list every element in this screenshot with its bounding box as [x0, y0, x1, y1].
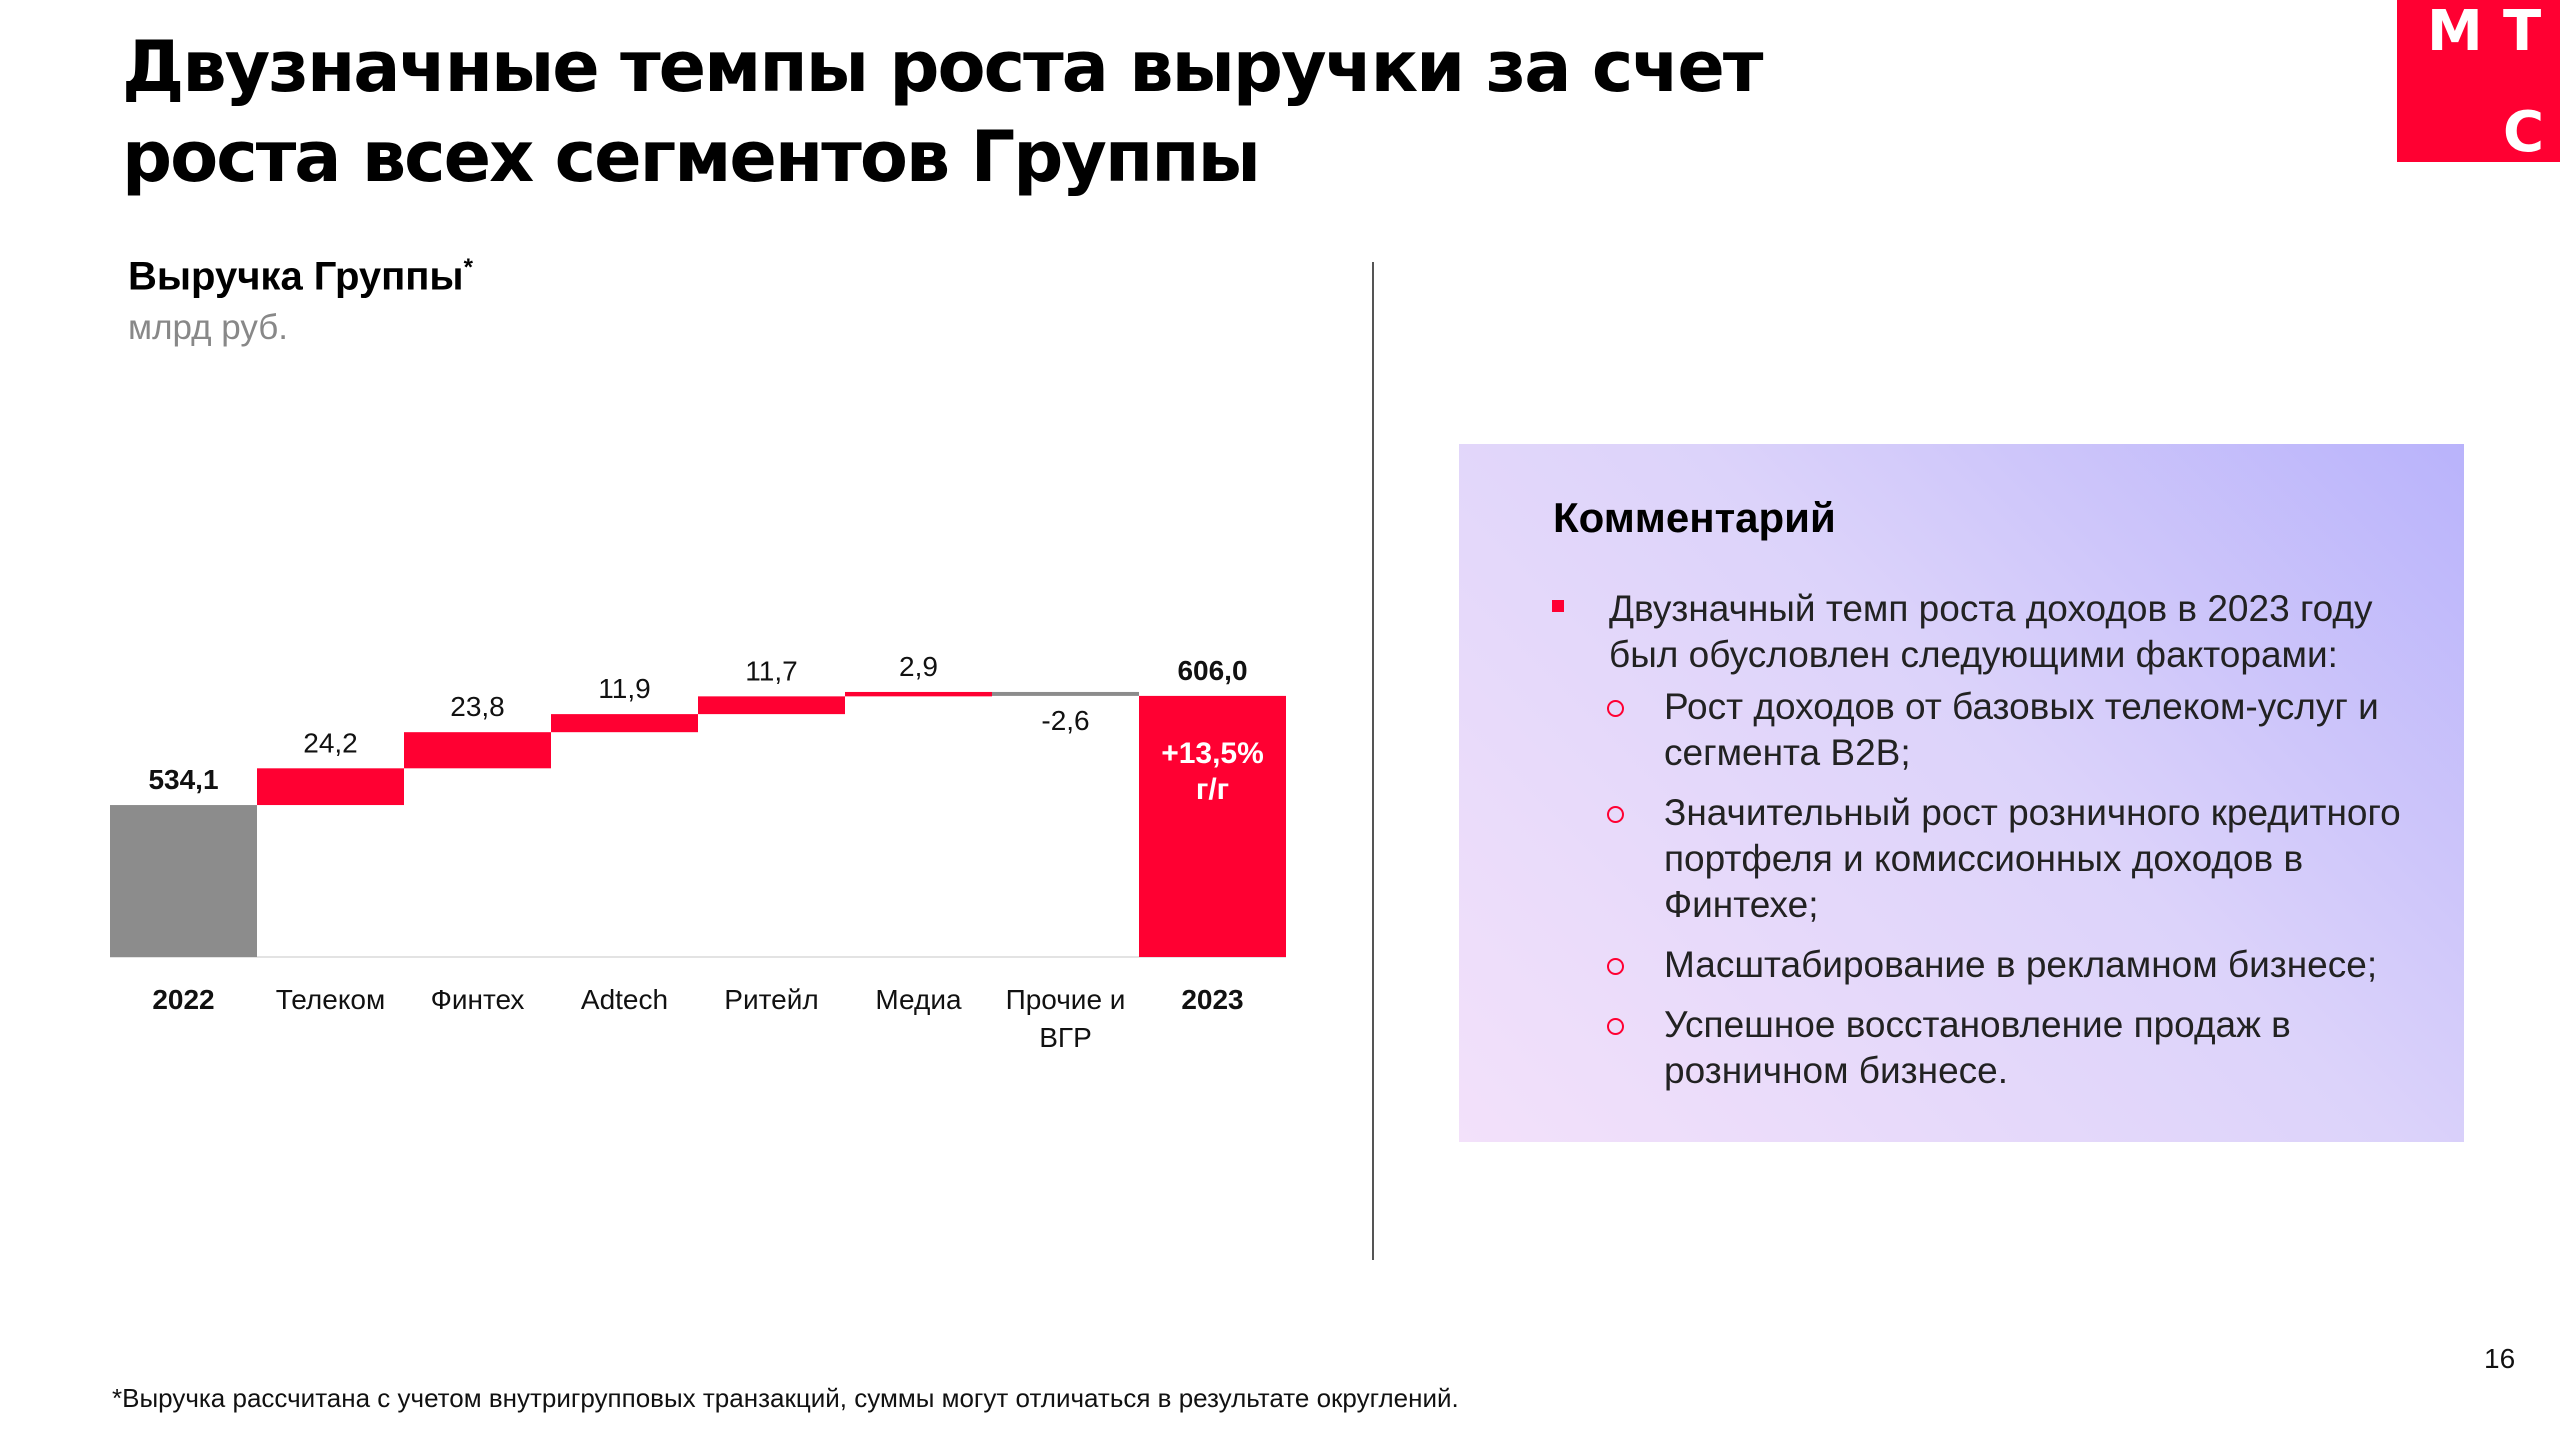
logo-letter-2: Т [2503, 0, 2542, 64]
category-label-6-0: Прочие и [1006, 984, 1126, 1015]
circle-bullet-icon [1607, 806, 1624, 823]
slide-title-line-1: Двузначные темпы роста выручки за счет [122, 26, 1763, 108]
footnote: *Выручка рассчитана с учетом внутригрупп… [112, 1383, 1459, 1413]
comment-title: Комментарий [1553, 494, 1836, 541]
circle-bullet-icon [1607, 958, 1624, 975]
vertical-divider [1372, 262, 1374, 1260]
circle-bullet-icon [1607, 1018, 1624, 1035]
value-label-7: 606,0 [1177, 655, 1247, 686]
comment-sub-list: Рост доходов от базовых телеком-услуг и … [1607, 684, 2407, 1108]
logo-letter-1: М [2427, 0, 2483, 64]
comment-sub-bullet: Значительный рост розничного кредитного … [1607, 790, 2407, 928]
category-label-7-0: 2023 [1181, 984, 1243, 1015]
category-label-3-0: Adtech [581, 984, 668, 1015]
logo-letter-3: С [2503, 100, 2545, 165]
value-label-2: 23,8 [450, 691, 505, 722]
comment-sub-bullet-text: Значительный рост розничного кредитного … [1664, 792, 2401, 925]
chart-title-footnote-mark: * [463, 254, 473, 281]
category-label-4-0: Ритейл [724, 984, 818, 1015]
value-label-4: 11,7 [745, 655, 797, 686]
slide-title: Двузначные темпы роста выручки за счет р… [122, 22, 2322, 202]
slide-title-line-2: роста всех сегментов Группы [122, 116, 1261, 198]
comment-panel: Комментарий Двузначный темп роста доходо… [1459, 444, 2464, 1142]
category-label-0-0: 2022 [152, 984, 214, 1015]
comment-sub-bullet-text: Масштабирование в рекламном бизнесе; [1664, 944, 2378, 985]
comment-sub-bullet-text: Успешное восстановление продаж в розничн… [1664, 1004, 2291, 1091]
bar-2 [404, 732, 551, 769]
category-label-2-0: Финтех [431, 984, 525, 1015]
bar-7 [1139, 695, 1286, 957]
category-label-6-1: ВГР [1039, 1022, 1092, 1053]
page-number: 16 [2484, 1343, 2516, 1374]
category-label-1-0: Телеком [276, 984, 385, 1015]
comment-sub-bullet-text: Рост доходов от базовых телеком-услуг и … [1664, 686, 2379, 773]
comment-main-bullet-text: Двузначный темп роста доходов в 2023 год… [1609, 588, 2373, 675]
value-label-6: -2,6 [1041, 705, 1089, 736]
value-label-5: 2,9 [899, 651, 938, 682]
value-label-1: 24,2 [303, 727, 358, 758]
chart-unit: млрд руб. [128, 308, 289, 347]
bar-1 [257, 768, 404, 806]
revenue-waterfall-chart: 534,1 2022 24,2 Телеком 23,8 Финтех 11,9 Adtech… [110, 651, 1286, 1053]
square-bullet-icon [1552, 600, 1564, 612]
bar-6 [992, 691, 1139, 696]
circle-bullet-icon [1607, 700, 1624, 717]
mts-logo: М Т С [2397, 0, 2560, 162]
comment-main-bullet: Двузначный темп роста доходов в 2023 год… [1552, 586, 2432, 678]
bar-0 [110, 805, 257, 957]
chart-title: Выручка Группы* [128, 254, 473, 299]
bar-4 [698, 696, 845, 715]
bar-3 [551, 714, 698, 733]
category-label-5-0: Медиа [875, 984, 962, 1015]
growth-annotation-0: +13,5% [1161, 737, 1264, 770]
comment-sub-bullet: Рост доходов от базовых телеком-услуг и … [1607, 684, 2407, 776]
growth-annotation-1: г/г [1196, 773, 1229, 806]
comment-sub-bullet: Масштабирование в рекламном бизнесе; [1607, 942, 2407, 988]
comment-sub-bullet: Успешное восстановление продаж в розничн… [1607, 1002, 2407, 1094]
value-label-3: 11,9 [598, 673, 650, 704]
value-label-0: 534,1 [148, 764, 218, 795]
bar-5 [845, 691, 992, 697]
chart-title-text: Выручка Группы [128, 254, 464, 299]
